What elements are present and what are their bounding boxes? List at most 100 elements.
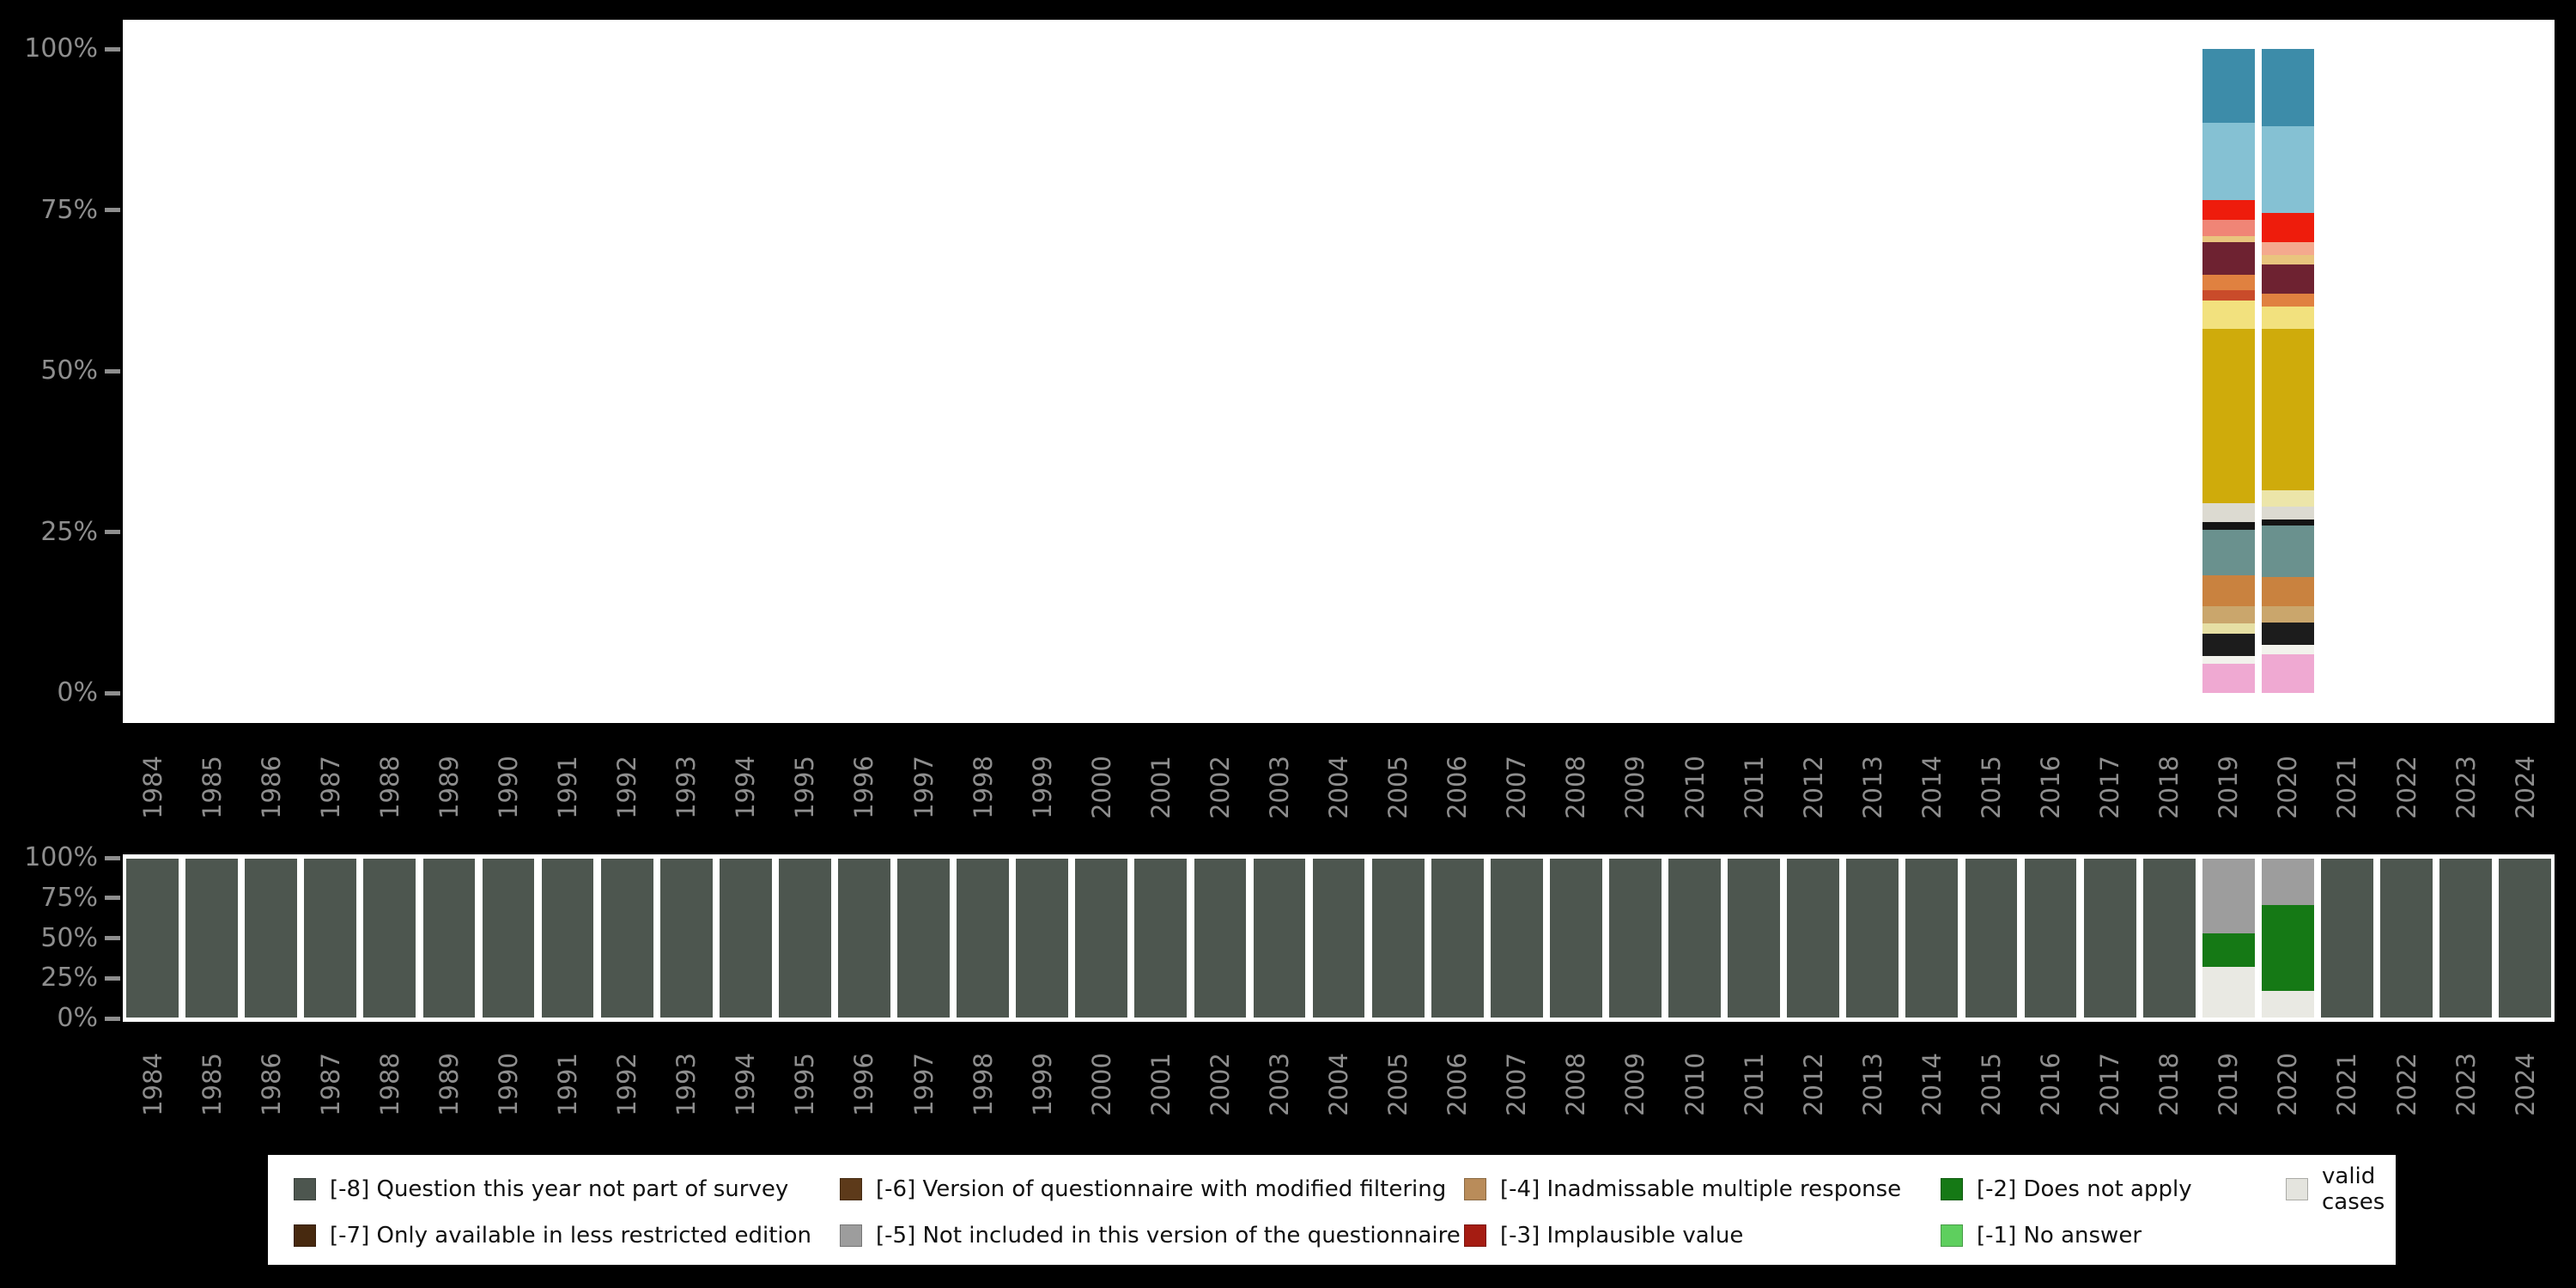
y-tick-label: 100% bbox=[24, 33, 98, 64]
x-tick-label: 1991 bbox=[553, 756, 583, 819]
bar-slot-1987 bbox=[301, 49, 360, 693]
segment-missing-5 bbox=[2261, 859, 2314, 905]
bar-segment bbox=[2202, 329, 2255, 503]
stacked-bar-2020 bbox=[2261, 49, 2314, 693]
x-tick-2020: 2020 bbox=[2258, 732, 2318, 843]
bar-slot-2002 bbox=[1190, 859, 1249, 1018]
x-tick-label: 2005 bbox=[1383, 756, 1413, 819]
x-tick-label: 2011 bbox=[1739, 756, 1769, 819]
x-tick-1993: 1993 bbox=[657, 1029, 716, 1140]
bar-slot-2010 bbox=[1665, 49, 1724, 693]
stacked-bar-1999 bbox=[1016, 859, 1069, 1018]
bar-slot-2016 bbox=[2021, 859, 2081, 1018]
values-y-axis: 100% 75% 50% 25% 0% bbox=[0, 36, 120, 706]
x-tick-label: 1992 bbox=[612, 1053, 642, 1116]
x-tick-2010: 2010 bbox=[1665, 1029, 1724, 1140]
bar-slot-1999 bbox=[1012, 859, 1072, 1018]
y-tick-row: 50% bbox=[0, 925, 120, 951]
bar-slot-1986 bbox=[241, 859, 301, 1018]
x-tick-label: 2001 bbox=[1145, 1053, 1176, 1116]
legend-label: [-8] Question this year not part of surv… bbox=[330, 1176, 789, 1202]
x-tick-label: 1985 bbox=[197, 1053, 227, 1116]
bar-slot-2004 bbox=[1309, 859, 1369, 1018]
legend-item-missing-3: [-3] Implausible value bbox=[1464, 1223, 1941, 1249]
y-tick-row: 0% bbox=[0, 1005, 120, 1031]
values-chart-panel bbox=[123, 20, 2555, 723]
x-tick-1990: 1990 bbox=[478, 732, 538, 843]
x-tick-label: 1986 bbox=[256, 1053, 286, 1116]
segment-missing-8 bbox=[185, 859, 238, 1018]
stacked-bar-2019 bbox=[2202, 859, 2255, 1018]
x-tick-label: 1985 bbox=[197, 756, 227, 819]
x-tick-1992: 1992 bbox=[598, 732, 657, 843]
x-tick-label: 1995 bbox=[790, 756, 820, 819]
x-tick-2014: 2014 bbox=[1902, 1029, 1961, 1140]
bar-slot-2003 bbox=[1249, 49, 1309, 693]
x-tick-1998: 1998 bbox=[953, 732, 1012, 843]
stacked-bar-1994 bbox=[719, 859, 772, 1018]
segment-missing-8 bbox=[1905, 859, 1959, 1018]
segment-missing-8 bbox=[1253, 859, 1306, 1018]
stacked-bar-2011 bbox=[1728, 859, 1781, 1018]
segment-missing-8 bbox=[304, 859, 357, 1018]
x-tick-label: 2015 bbox=[1976, 756, 2006, 819]
segment-missing-8 bbox=[2024, 859, 2077, 1018]
y-tick-row: 75% bbox=[0, 197, 120, 223]
bar-slot-2015 bbox=[1961, 49, 2020, 693]
stacked-bar-2008 bbox=[1550, 859, 1602, 1018]
bar-slot-2000 bbox=[1072, 49, 1131, 693]
bar-slot-2013 bbox=[1843, 49, 1902, 693]
x-tick-label: 1984 bbox=[137, 756, 167, 819]
bar-slot-2023 bbox=[2436, 49, 2495, 693]
bar-slot-1985 bbox=[182, 859, 241, 1018]
x-tick-label: 2014 bbox=[1917, 1053, 1947, 1116]
bar-slot-2024 bbox=[2495, 859, 2555, 1018]
bar-slot-2019 bbox=[2199, 859, 2258, 1018]
x-tick-2003: 2003 bbox=[1249, 1029, 1309, 1140]
values-x-axis: 1984 1985 1986 1987 1988 1989 1990 1991 1992 1993… bbox=[123, 732, 2555, 843]
x-tick-label: 1988 bbox=[374, 1053, 404, 1116]
x-tick-1992: 1992 bbox=[598, 1029, 657, 1140]
legend-item-missing-7: [-7] Only available in less restricted e… bbox=[294, 1223, 840, 1249]
x-tick-1985: 1985 bbox=[182, 732, 241, 843]
legend-label: [-5] Not included in this version of the… bbox=[876, 1223, 1461, 1249]
segment-missing-8 bbox=[126, 859, 179, 1018]
x-tick-label: 2002 bbox=[1205, 756, 1235, 819]
bar-slot-1998 bbox=[953, 859, 1012, 1018]
x-tick-label: 1998 bbox=[968, 1053, 998, 1116]
x-tick-label: 1998 bbox=[968, 756, 998, 819]
bar-slot-2007 bbox=[1487, 49, 1546, 693]
y-tick-mark bbox=[105, 46, 120, 52]
x-tick-label: 1990 bbox=[494, 1053, 523, 1116]
bar-slot-1986 bbox=[241, 49, 301, 693]
missing-values-legend: [-8] Question this year not part of surv… bbox=[268, 1155, 2396, 1265]
bar-slot-2008 bbox=[1546, 49, 1606, 693]
x-tick-label: 1994 bbox=[731, 756, 761, 819]
legend-item-missing-2: [-2] Does not apply bbox=[1941, 1176, 2286, 1202]
x-tick-2008: 2008 bbox=[1546, 1029, 1606, 1140]
missing-values-chart-panel bbox=[123, 854, 2555, 1022]
x-tick-label: 2006 bbox=[1443, 1053, 1473, 1116]
x-tick-label: 2021 bbox=[2332, 756, 2362, 819]
bar-slot-2022 bbox=[2377, 859, 2436, 1018]
segment-missing-8 bbox=[1431, 859, 1484, 1018]
legend-item-missing-6: [-6] Version of questionnaire with modif… bbox=[840, 1176, 1464, 1202]
x-tick-2003: 2003 bbox=[1249, 732, 1309, 843]
x-tick-1995: 1995 bbox=[775, 1029, 835, 1140]
bar-slot-2012 bbox=[1783, 49, 1843, 693]
bar-slot-2008 bbox=[1546, 859, 1606, 1018]
bar-slot-1993 bbox=[657, 49, 716, 693]
x-tick-2001: 2001 bbox=[1131, 1029, 1190, 1140]
bar-slot-1996 bbox=[835, 859, 894, 1018]
x-tick-label: 2020 bbox=[2273, 1053, 2303, 1116]
bar-segment bbox=[2261, 489, 2314, 507]
x-tick-1984: 1984 bbox=[123, 732, 182, 843]
x-tick-1996: 1996 bbox=[835, 1029, 894, 1140]
x-tick-label: 1992 bbox=[612, 756, 642, 819]
bar-segment bbox=[2261, 519, 2314, 526]
bar-slot-2018 bbox=[2140, 859, 2199, 1018]
y-tick-mark bbox=[105, 936, 120, 940]
x-tick-1994: 1994 bbox=[716, 732, 775, 843]
legend-item-missing-1: [-1] No answer bbox=[1941, 1223, 2286, 1249]
